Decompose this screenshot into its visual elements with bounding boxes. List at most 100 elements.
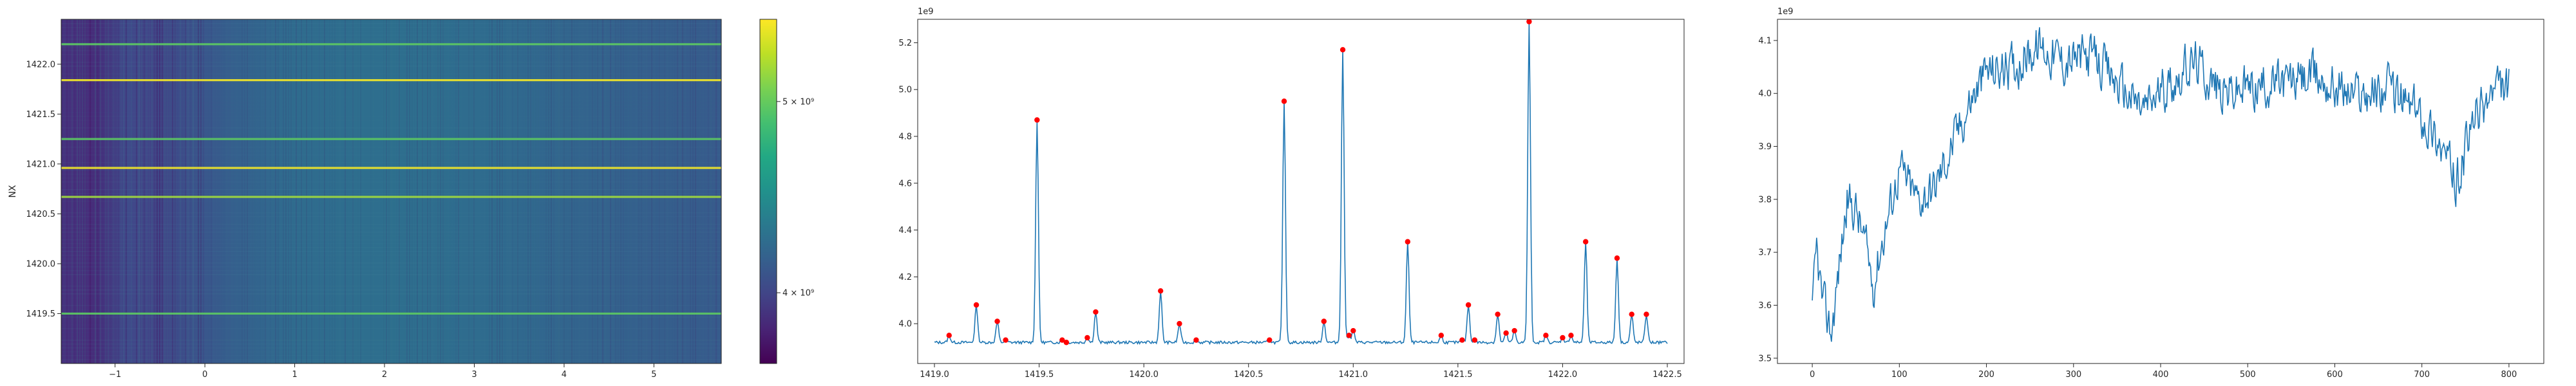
heatmap-column bbox=[538, 19, 539, 363]
heatmap-column bbox=[656, 19, 658, 363]
heatmap-column bbox=[187, 19, 189, 363]
heatmap-column bbox=[414, 19, 415, 363]
heatmap-column bbox=[520, 19, 521, 363]
heatmap-column bbox=[649, 19, 650, 363]
peak-marker bbox=[1495, 311, 1501, 317]
heatmap-column bbox=[350, 19, 351, 363]
heatmap-column bbox=[664, 19, 665, 363]
heatmap-column bbox=[432, 19, 433, 363]
x-tick-label: 1422.0 bbox=[1548, 370, 1578, 380]
heatmap-row-texture bbox=[61, 232, 721, 233]
heatmap-column bbox=[172, 19, 173, 363]
heatmap-column bbox=[200, 19, 202, 363]
heatmap-row-texture bbox=[61, 104, 721, 106]
peak-marker bbox=[1321, 318, 1327, 324]
heatmap-column bbox=[133, 19, 135, 363]
heatmap-column bbox=[697, 19, 699, 363]
heatmap-column bbox=[357, 19, 359, 363]
heatmap-row-texture bbox=[61, 220, 721, 221]
heatmap-column bbox=[352, 19, 354, 363]
heatmap-panel: −1 0 1 2 3 4 5 1419.51420.01420.51421.01421.51… bbox=[8, 19, 814, 380]
peak-marker bbox=[1643, 311, 1649, 317]
heatmap-row-texture bbox=[61, 235, 721, 237]
y-tick-label: 1420.5 bbox=[26, 210, 56, 219]
heatmap-column bbox=[473, 19, 475, 363]
heatmap-row-texture bbox=[61, 124, 721, 125]
heatmap-column bbox=[363, 19, 364, 363]
heatmap-column bbox=[334, 19, 336, 363]
heatmap-column bbox=[556, 19, 557, 363]
heatmap-column bbox=[424, 19, 426, 363]
x-tick-label: 200 bbox=[1978, 370, 1994, 380]
heatmap-column bbox=[386, 19, 387, 363]
heatmap-row-texture bbox=[61, 351, 721, 353]
heatmap-column bbox=[154, 19, 155, 363]
peak-marker bbox=[1346, 333, 1352, 338]
heatmap-column bbox=[525, 19, 526, 363]
heatmap-column bbox=[69, 19, 70, 363]
heatmap-column bbox=[710, 19, 712, 363]
heatmap-column bbox=[321, 19, 323, 363]
heatmap-column bbox=[612, 19, 614, 363]
heatmap-column bbox=[509, 19, 511, 363]
y-tick-label: 4.1 bbox=[1758, 36, 1772, 46]
heatmap-column bbox=[551, 19, 552, 363]
heatmap-column bbox=[484, 19, 485, 363]
series-x-axis: 0 100 200 300 400 500 600 700 800 bbox=[1810, 363, 2517, 380]
peak-marker bbox=[1063, 340, 1070, 345]
heatmap-column bbox=[651, 19, 652, 363]
heatmap-column bbox=[306, 19, 307, 363]
heatmap-column bbox=[257, 19, 258, 363]
heatmap-column bbox=[267, 19, 269, 363]
heatmap-column bbox=[638, 19, 639, 363]
heatmap-background bbox=[61, 19, 721, 363]
heatmap-column bbox=[226, 19, 227, 363]
heatmap-row-texture bbox=[61, 127, 721, 129]
heatmap-column bbox=[393, 19, 395, 363]
heatmap-column bbox=[329, 19, 330, 363]
heatmap-column bbox=[87, 19, 88, 363]
series-plot-area bbox=[1812, 27, 2510, 342]
heatmap-column bbox=[502, 19, 503, 363]
heatmap-column bbox=[582, 19, 583, 363]
heatmap-column bbox=[396, 19, 397, 363]
heatmap-column bbox=[177, 19, 178, 363]
heatmap-row-texture bbox=[61, 228, 721, 229]
heatmap-row-texture bbox=[61, 340, 721, 341]
heatmap-column bbox=[692, 19, 694, 363]
heatmap-row-texture bbox=[61, 336, 721, 337]
heatmap-column bbox=[260, 19, 261, 363]
heatmap-column bbox=[512, 19, 513, 363]
heatmap-row-texture bbox=[61, 251, 721, 252]
heatmap-column bbox=[211, 19, 212, 363]
heatmap-column bbox=[695, 19, 696, 363]
heatmap-column bbox=[388, 19, 390, 363]
heatmap-row-texture bbox=[61, 23, 721, 24]
heatmap-row-texture bbox=[61, 205, 721, 206]
heatmap-column bbox=[113, 19, 114, 363]
heatmap-column bbox=[690, 19, 691, 363]
heatmap-row-texture bbox=[61, 154, 721, 156]
heatmap-column bbox=[628, 19, 629, 363]
colorbar: 4 × 10⁹ 5 × 10⁹ bbox=[759, 19, 814, 364]
heatmap-row-texture bbox=[61, 320, 721, 322]
x-tick-label: 0 bbox=[202, 370, 207, 380]
heatmap-column bbox=[108, 19, 109, 363]
heatmap-row-texture bbox=[61, 317, 721, 318]
heatmap-column bbox=[110, 19, 111, 363]
heatmap-column bbox=[290, 19, 292, 363]
heatmap-column bbox=[342, 19, 343, 363]
heatmap-column bbox=[100, 19, 101, 363]
heatmap-row-texture bbox=[61, 212, 721, 214]
heatmap-column bbox=[481, 19, 482, 363]
heatmap-column bbox=[332, 19, 333, 363]
peak-marker bbox=[1059, 337, 1065, 343]
heatmap-row-texture bbox=[61, 131, 721, 133]
heatmap-row-texture bbox=[61, 193, 721, 194]
peaks-x-axis: 1419.0 1419.5 1420.0 1420.5 1421.0 1421.5 1422… bbox=[920, 363, 1682, 380]
heatmap-column bbox=[597, 19, 598, 363]
colorbar-tick-label: 5 × 10⁹ bbox=[782, 97, 814, 107]
heatmap-row-texture bbox=[61, 143, 721, 144]
heatmap-column bbox=[566, 19, 567, 363]
heatmap-column bbox=[654, 19, 655, 363]
